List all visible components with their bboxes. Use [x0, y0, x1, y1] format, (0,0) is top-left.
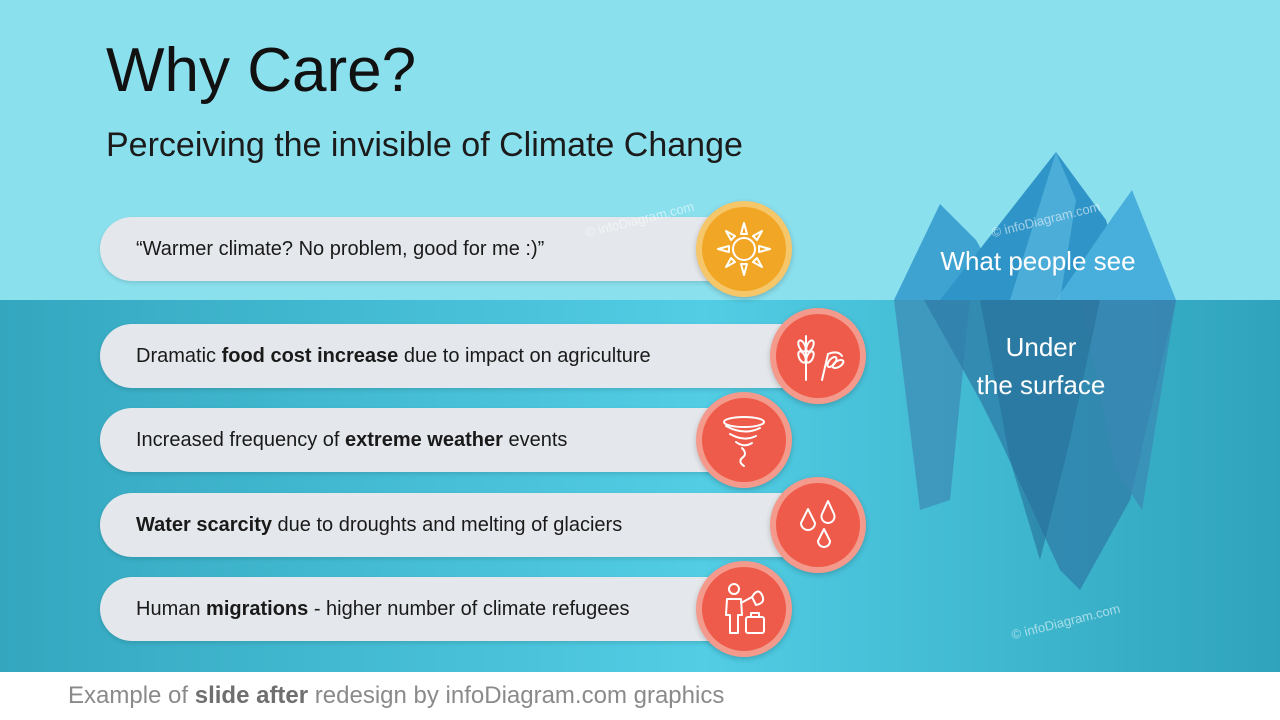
iceberg-peak-right [1056, 190, 1176, 300]
slide: Why Care? Perceiving the invisible of Cl… [0, 0, 1280, 672]
agriculture-badge [770, 308, 866, 404]
below-water-item: Increased frequency of extreme weather e… [100, 392, 792, 488]
wheat-icon [797, 335, 845, 381]
below-water-item: Human migrations - higher number of clim… [100, 561, 792, 657]
migration-badge [696, 561, 792, 657]
water-badge [770, 477, 866, 573]
refugee-icon [725, 583, 765, 634]
above-water-item: “Warmer climate? No problem, good for me… [100, 201, 792, 297]
iceberg-visible-label: What people see [940, 246, 1136, 276]
iceberg-underwater-right [1080, 300, 1176, 510]
item-pill [100, 408, 760, 472]
item-text: Water scarcity due to droughts and melti… [136, 514, 623, 536]
footer-caption: Example of slide after redesign by infoD… [68, 682, 725, 709]
below-water-item: Dramatic food cost increase due to impac… [100, 308, 868, 404]
iceberg-hidden-label: Under the surface [976, 332, 1106, 400]
iceberg-peak-highlight [1010, 152, 1076, 300]
weather-badge [696, 392, 792, 488]
slide-title: Why Care? [106, 36, 417, 105]
item-text: Human migrations - higher number of clim… [136, 598, 630, 620]
item-pill [100, 324, 840, 388]
sun-icon [717, 222, 771, 276]
item-pill [100, 217, 760, 281]
iceberg-illustration [894, 152, 1176, 590]
sun-badge [696, 201, 792, 297]
slide-subtitle: Perceiving the invisible of Climate Chan… [106, 126, 743, 164]
iceberg-underwater-shade [980, 300, 1100, 560]
water-drops-icon [800, 500, 836, 548]
item-text: “Warmer climate? No problem, good for me… [136, 238, 545, 260]
item-text: Increased frequency of extreme weather e… [136, 429, 568, 451]
below-water-item: Water scarcity due to droughts and melti… [100, 477, 868, 573]
iceberg-underwater-back [894, 300, 970, 510]
tornado-icon [723, 416, 765, 467]
item-text: Dramatic food cost increase due to impac… [136, 345, 651, 367]
item-pill [100, 493, 840, 557]
item-pill [100, 577, 760, 641]
